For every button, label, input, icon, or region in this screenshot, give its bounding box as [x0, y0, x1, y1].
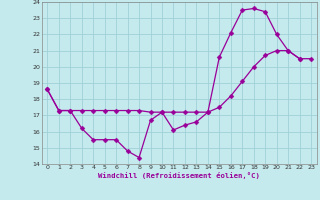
X-axis label: Windchill (Refroidissement éolien,°C): Windchill (Refroidissement éolien,°C)	[98, 172, 260, 179]
